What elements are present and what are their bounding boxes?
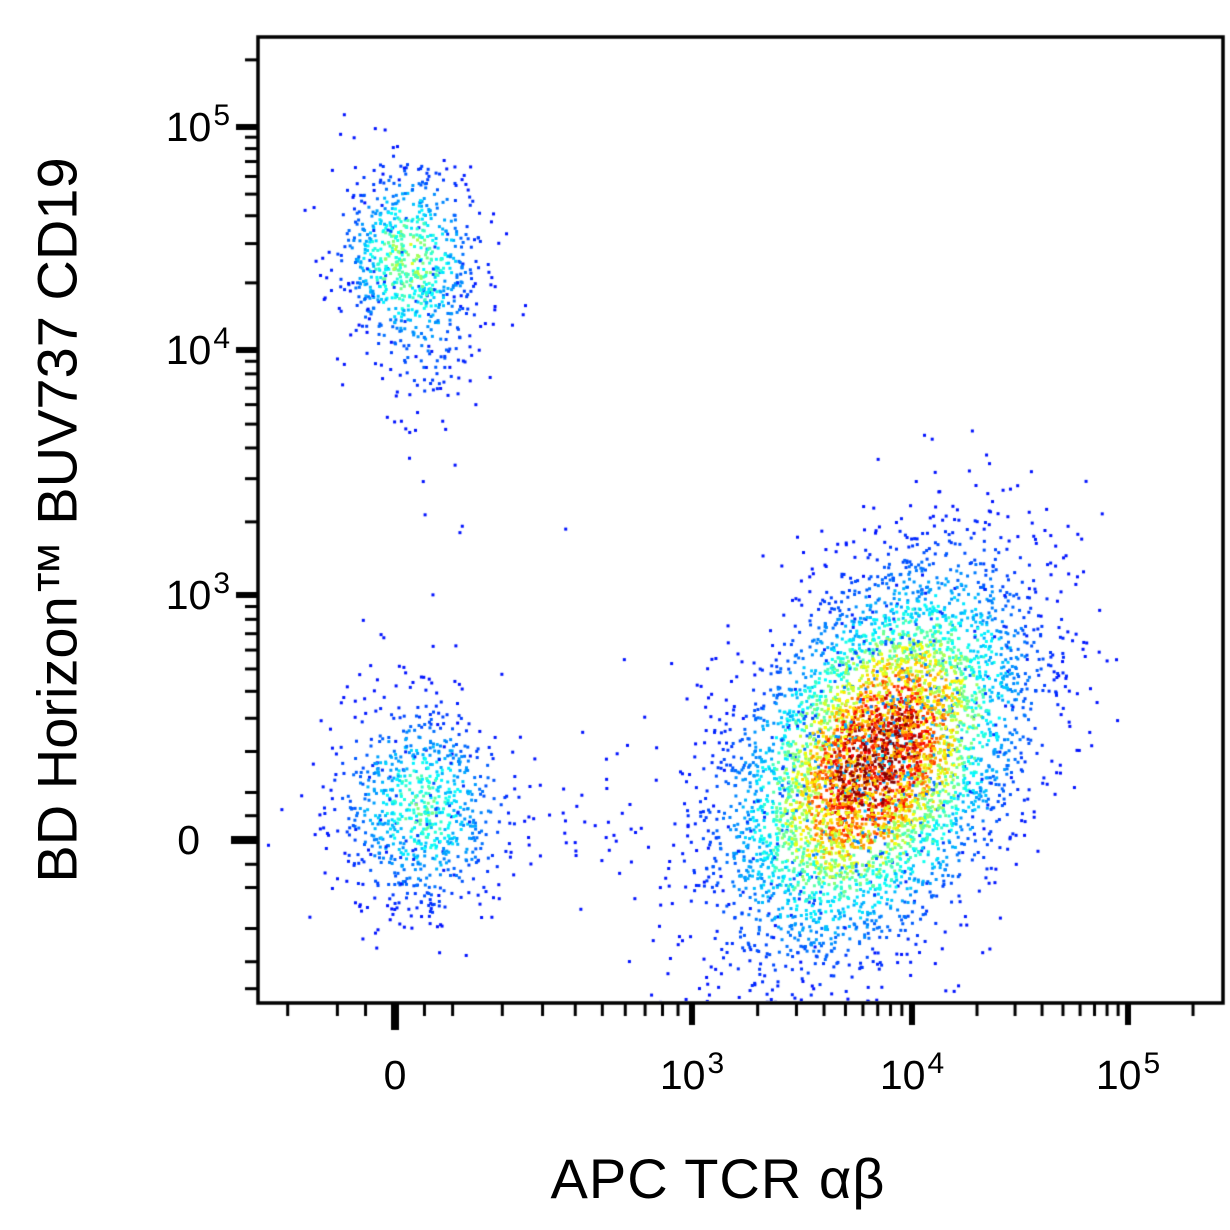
xtick-label: 105 xyxy=(1095,1047,1161,1098)
xtick-label: 0 xyxy=(383,1052,407,1098)
x-axis-title: APC TCR αβ xyxy=(550,1147,886,1210)
y-axis-title: BD Horizon™ BUV737 CD19 xyxy=(25,157,89,883)
ytick-label: 103 xyxy=(165,567,230,618)
ytick-label: 0 xyxy=(177,817,200,863)
ytick-label: 104 xyxy=(165,322,230,373)
xtick-label: 104 xyxy=(879,1047,945,1098)
xtick-label: 103 xyxy=(659,1047,725,1098)
ytick-label: 105 xyxy=(165,99,230,150)
